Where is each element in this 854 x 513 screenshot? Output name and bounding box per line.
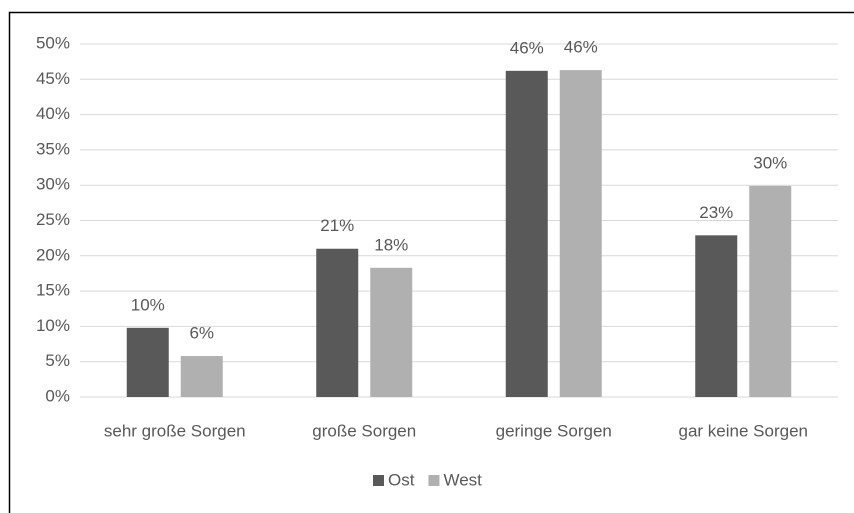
- bar: [695, 235, 738, 397]
- x-tick-label: große Sorgen: [312, 421, 416, 440]
- y-tick-label: 15%: [36, 281, 70, 300]
- x-tick-label: sehr große Sorgen: [104, 421, 246, 440]
- y-tick-label: 0%: [45, 386, 70, 405]
- bar: [126, 327, 169, 397]
- y-tick-label: 30%: [36, 175, 70, 194]
- legend-label: Ost: [388, 470, 415, 489]
- bar: [316, 248, 359, 397]
- y-tick-label: 45%: [36, 69, 70, 88]
- y-tick-label: 10%: [36, 316, 70, 335]
- data-label: 6%: [189, 324, 214, 343]
- x-tick-label: gar keine Sorgen: [679, 421, 808, 440]
- data-label: 18%: [374, 235, 408, 254]
- bar: [559, 70, 602, 397]
- data-label: 23%: [699, 203, 733, 222]
- bar: [370, 267, 413, 397]
- y-tick-label: 50%: [36, 33, 70, 52]
- legend-swatch: [428, 475, 440, 486]
- legend-label: West: [443, 470, 482, 489]
- y-tick-label: 35%: [36, 139, 70, 158]
- y-tick-label: 5%: [45, 351, 70, 370]
- data-label: 10%: [131, 295, 165, 314]
- bar: [180, 356, 223, 397]
- bar: [749, 185, 792, 397]
- data-label: 30%: [753, 153, 787, 172]
- data-label: 46%: [564, 38, 598, 57]
- x-tick-label: geringe Sorgen: [496, 421, 612, 440]
- y-tick-label: 20%: [36, 245, 70, 264]
- data-label: 21%: [320, 216, 354, 235]
- y-tick-label: 25%: [36, 210, 70, 229]
- legend-swatch: [373, 475, 384, 486]
- data-label: 46%: [510, 38, 544, 57]
- y-tick-label: 40%: [36, 104, 70, 123]
- bar: [505, 70, 548, 397]
